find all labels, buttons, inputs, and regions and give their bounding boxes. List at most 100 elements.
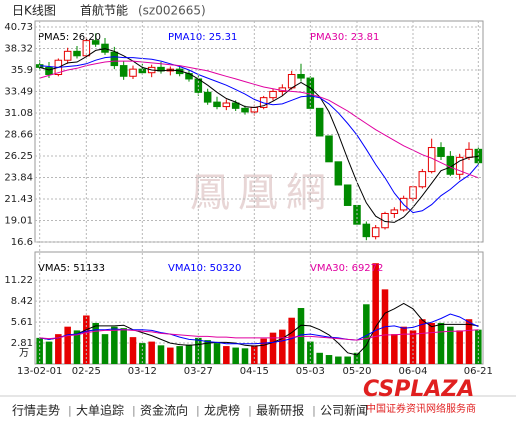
y-unit-label: 万 [19, 348, 29, 359]
volume-bar [83, 315, 90, 364]
candle-body [362, 223, 371, 238]
volume-bar [213, 343, 221, 364]
chart-title: 日K线图 [12, 4, 56, 18]
ma-line [39, 302, 479, 356]
volume-bar [101, 334, 109, 364]
ma-line [39, 313, 479, 345]
x-tick-label: 05-20 [342, 366, 371, 377]
candle-body [409, 186, 417, 199]
candle-body [437, 147, 445, 157]
y-tick-label: 40.73 [4, 22, 33, 33]
candle-body [82, 40, 91, 57]
nav-link[interactable]: 龙虎榜 [204, 403, 240, 418]
nav-link[interactable]: 行情走势 [12, 404, 60, 418]
volume-bar [316, 352, 323, 364]
y-tick-label: 11.22 [4, 275, 33, 286]
volume-bar [437, 322, 445, 364]
volume-bar [409, 330, 417, 364]
volume-bar [260, 338, 267, 364]
y-tick-label: 2.81 [11, 338, 33, 349]
volume-bar [73, 330, 81, 364]
volume-bar [148, 341, 155, 364]
ma-line [39, 60, 479, 179]
y-tick-label: 23.84 [4, 172, 33, 183]
volume-bar [204, 340, 211, 364]
candle-body [455, 156, 464, 175]
candle-body [73, 50, 81, 57]
x-tick-label: 13-02-01 [17, 366, 62, 377]
candle-body [222, 102, 231, 108]
candle-body [390, 209, 399, 214]
volume-bar [279, 329, 286, 364]
x-tick-label: 03-27 [184, 366, 213, 377]
candle-body [334, 161, 343, 186]
volume-bar [223, 346, 230, 364]
volume-bar [419, 319, 426, 364]
y-tick-label: 38.32 [4, 43, 33, 54]
ma-line [39, 56, 479, 214]
volume-bar [111, 326, 118, 364]
candle-body [325, 135, 333, 163]
candle-body [418, 171, 427, 188]
nav-link[interactable]: 最新研报 [256, 403, 304, 418]
candle-body [119, 65, 128, 77]
volume-bar [55, 334, 62, 364]
logo: CSPLAZA [363, 377, 474, 402]
candle-body [241, 107, 249, 113]
legend-entry: VMA30: 69272 [310, 263, 383, 274]
candle-body [129, 68, 137, 77]
candle-body [269, 90, 277, 99]
x-tick-label: 06-21 [464, 366, 493, 377]
y-tick-label: 19.01 [4, 216, 33, 227]
candle-body [231, 102, 240, 109]
y-tick-label: 16.6 [11, 237, 33, 248]
candle-body [91, 40, 100, 45]
y-tick-label: 33.49 [4, 87, 33, 98]
y-tick-label: 8.42 [11, 296, 33, 307]
volume-bar [288, 317, 295, 364]
candle-body [474, 148, 483, 164]
volume-bar [307, 341, 314, 364]
volume-bar [428, 322, 435, 364]
nav-separator: | [312, 404, 316, 417]
volume-bar [120, 328, 127, 364]
x-tick-label: 02-25 [72, 366, 101, 377]
volume-bar [344, 356, 351, 364]
candle-body [203, 91, 212, 103]
volume-bar [335, 356, 342, 364]
volume-bar [129, 337, 137, 364]
candle-body [63, 50, 72, 61]
stock-code: (sz002665) [138, 4, 206, 18]
candle-body [287, 73, 296, 89]
volume-bar [64, 326, 71, 364]
nav-separator: | [196, 404, 200, 417]
nav-link[interactable]: 公司新闻 [320, 403, 368, 418]
x-tick-label: 03-12 [128, 366, 157, 377]
volume-bar [157, 345, 165, 364]
plot-frame [34, 251, 484, 365]
candle-body [45, 66, 53, 75]
volume-bar [232, 347, 239, 364]
volume-bar [456, 330, 463, 364]
candle-body [465, 148, 473, 158]
candle-body [381, 212, 389, 229]
ma-line [39, 329, 479, 341]
nav-link[interactable]: 大单追踪 [76, 403, 124, 418]
x-tick-label: 04-15 [240, 366, 269, 377]
legend-entry: PMA5: 26.20 [38, 32, 101, 43]
candle-body [297, 73, 305, 79]
volume-bar [45, 341, 53, 364]
volume-bar [269, 332, 277, 364]
y-tick-label: 26.25 [4, 151, 33, 162]
candle-body [110, 51, 119, 67]
volume-bar [325, 355, 333, 364]
y-tick-label: 35.9 [11, 65, 33, 76]
volume-bar [400, 326, 407, 364]
y-tick-label: 31.08 [4, 108, 33, 119]
candle-body [315, 107, 324, 137]
nav-link[interactable]: 资金流向 [140, 403, 188, 418]
legend-entry: PMA30: 23.81 [310, 32, 379, 43]
volume-bar [391, 334, 398, 364]
ma-line [39, 48, 479, 223]
